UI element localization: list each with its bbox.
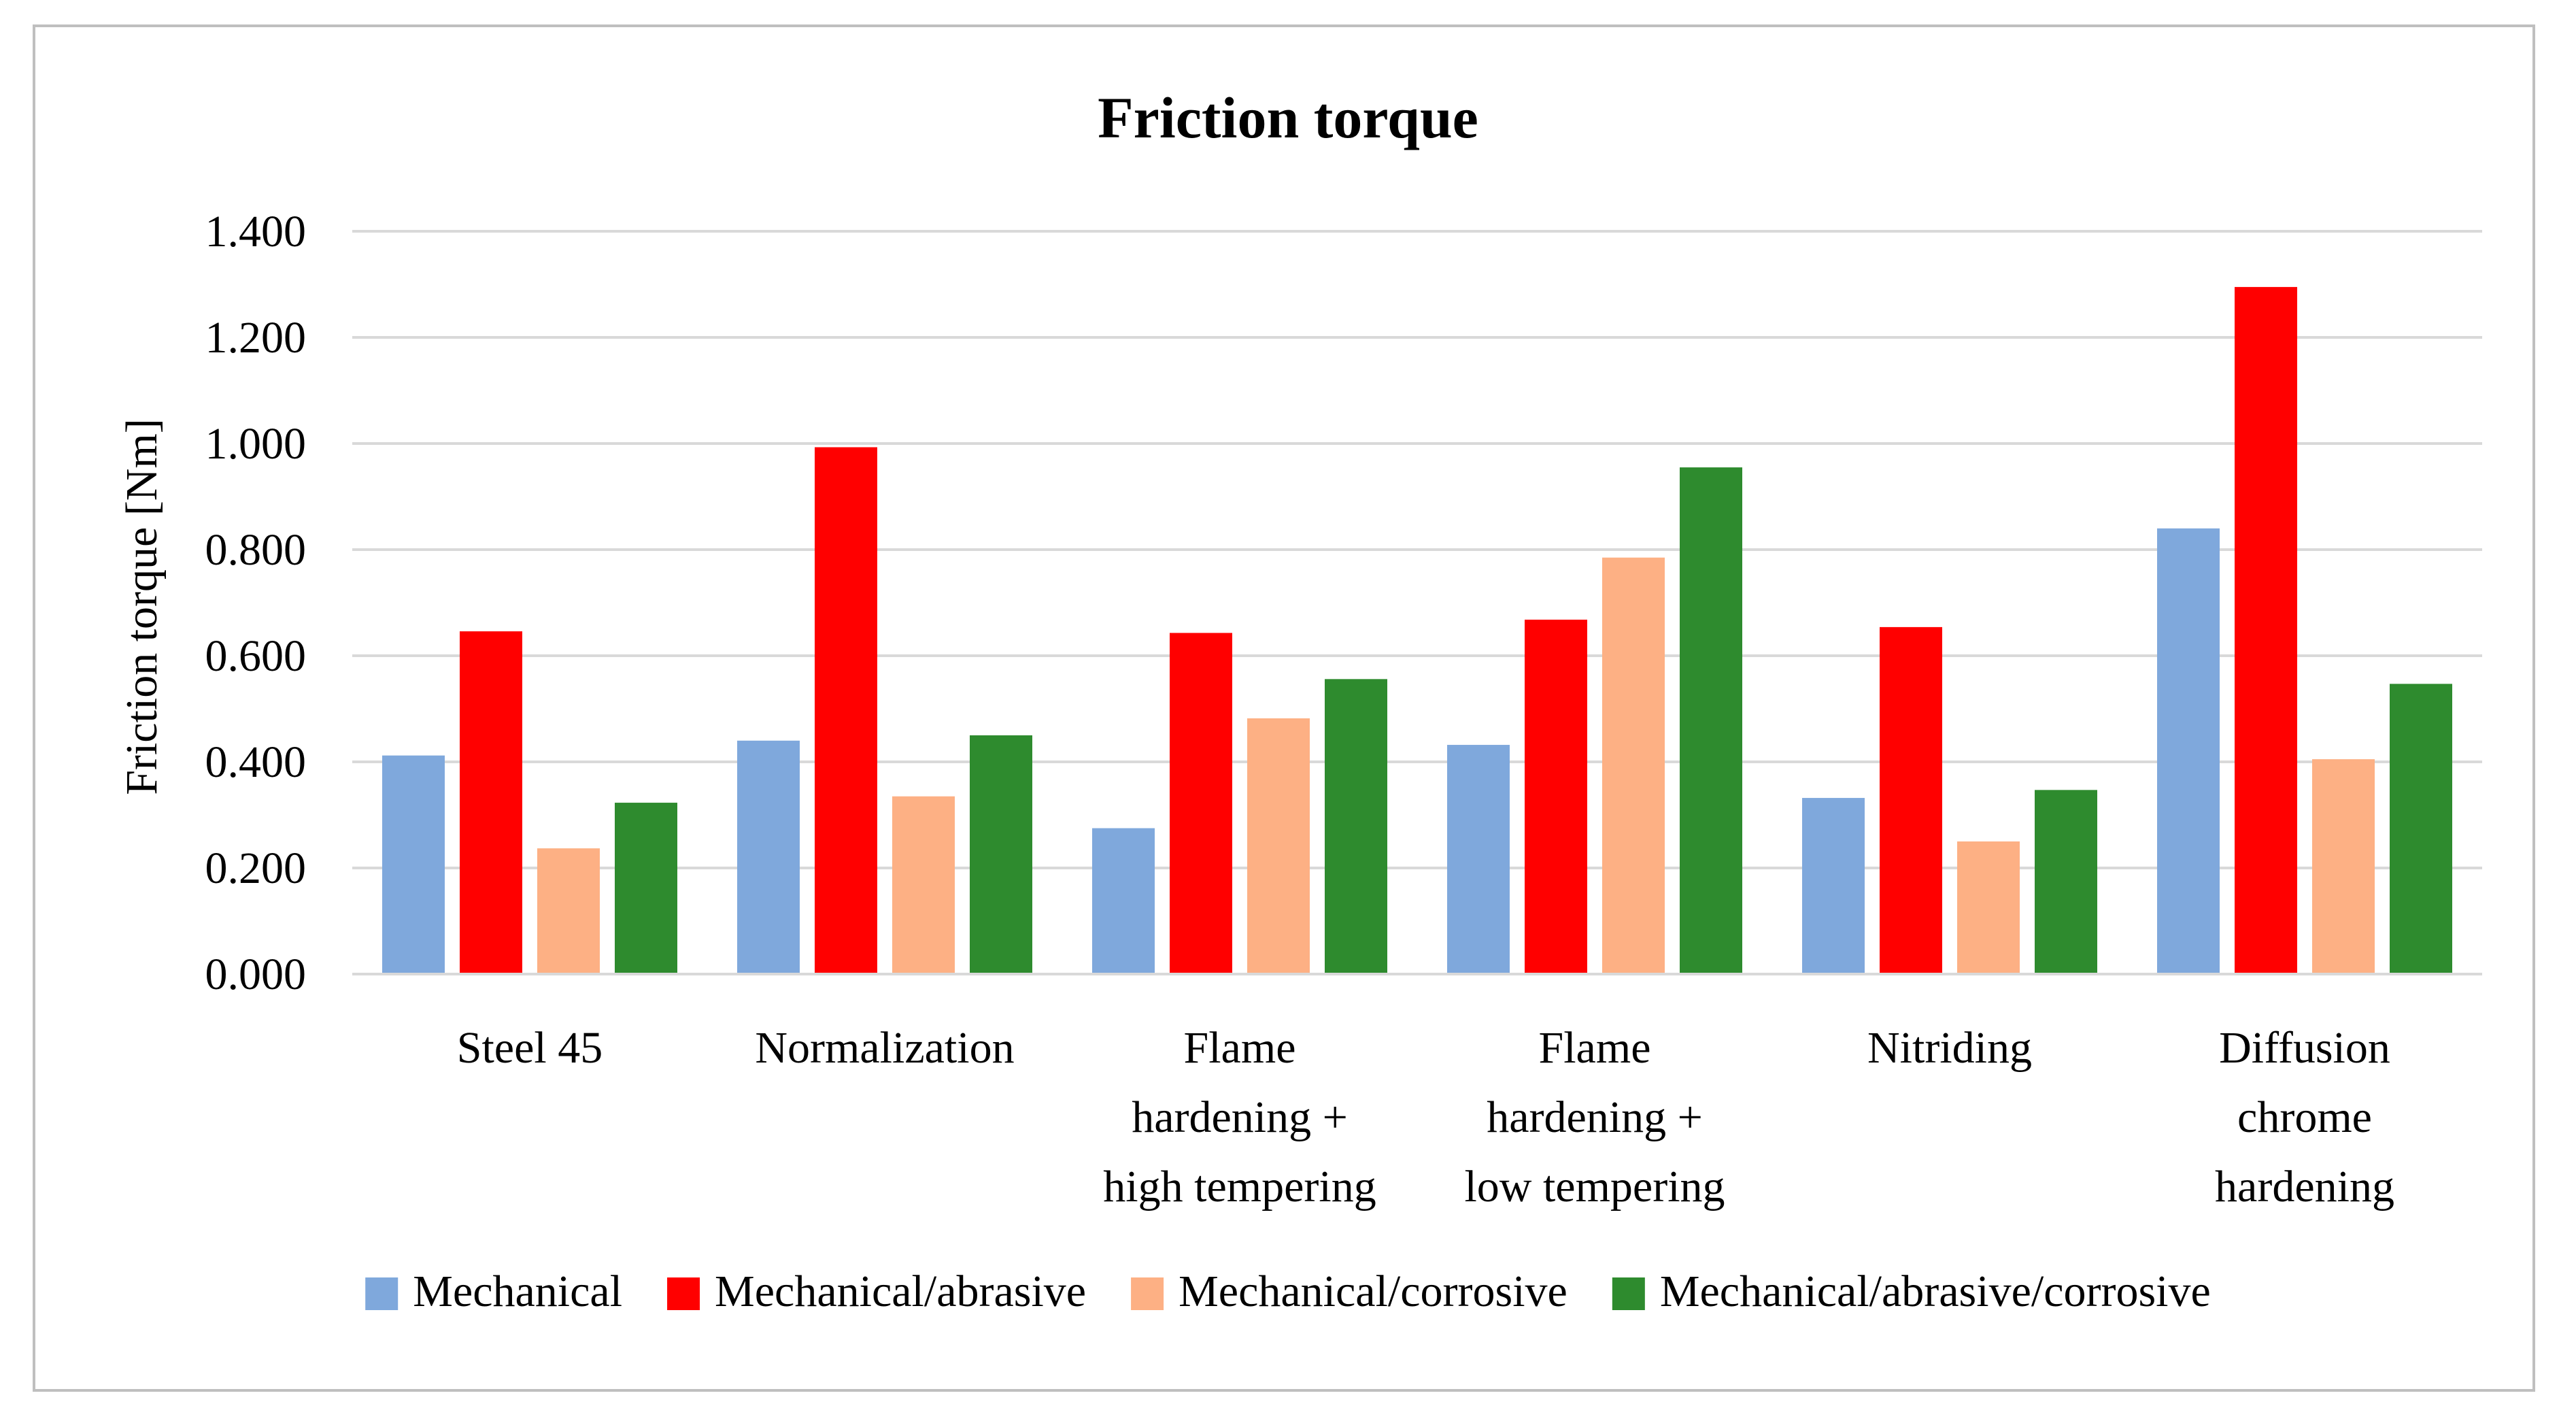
- x-category-label: Normalization: [755, 1023, 1014, 1073]
- bar: [1447, 745, 1510, 974]
- y-tick-label: 0.800: [205, 525, 307, 575]
- x-category-label: Nitriding: [1867, 1023, 2032, 1073]
- x-category-label: Diffusion chrome hardening: [2215, 1023, 2394, 1211]
- x-category-label: Flame hardening + high tempering: [1103, 1023, 1376, 1211]
- x-category-label: Steel 45: [457, 1023, 603, 1073]
- bar: [1525, 619, 1587, 974]
- legend-swatch: [1131, 1277, 1164, 1310]
- bar: [1602, 557, 1665, 974]
- y-tick-label: 1.000: [205, 419, 307, 469]
- bar: [460, 631, 522, 974]
- x-category-label: Flame hardening + low tempering: [1464, 1023, 1725, 1211]
- bar: [1247, 718, 1310, 974]
- gridlines: [352, 230, 2482, 869]
- bar: [1680, 467, 1742, 974]
- bar: [970, 735, 1032, 974]
- bar: [2312, 759, 2375, 974]
- y-tick-label: 1.400: [205, 207, 307, 256]
- legend-item: Mechanical/abrasive/corrosive: [1612, 1267, 2211, 1316]
- bar: [2390, 684, 2452, 974]
- legend: Mechanical Mechanical/abrasive Mechanical/…: [365, 1267, 2211, 1316]
- bar: [1802, 798, 1865, 974]
- bar: [1880, 626, 1942, 974]
- legend-item: Mechanical/corrosive: [1131, 1267, 1567, 1316]
- y-tick-label: 0.600: [205, 631, 307, 681]
- chart-title: Friction torque: [1098, 85, 1478, 150]
- legend-label: Mechanical/abrasive/corrosive: [1660, 1267, 2211, 1316]
- y-tick-label: 0.200: [205, 843, 307, 893]
- bar: [737, 740, 800, 974]
- bar: [1957, 841, 2020, 974]
- legend-swatch: [1612, 1277, 1645, 1310]
- legend-swatch: [667, 1277, 700, 1310]
- bar: [2035, 790, 2097, 974]
- chart-frame: [33, 24, 2535, 1392]
- legend-label: Mechanical/abrasive: [715, 1267, 1086, 1316]
- bar: [1325, 679, 1387, 974]
- bar: [2235, 286, 2297, 974]
- bar: [615, 803, 677, 974]
- bar: [815, 447, 877, 974]
- bar: [2157, 528, 2220, 974]
- y-tick-label: 0.400: [205, 737, 307, 787]
- y-tick-label: 1.200: [205, 313, 307, 363]
- bar: [537, 848, 600, 974]
- y-axis-label: Friction torque [Nm]: [117, 418, 167, 795]
- legend-item: Mechanical/abrasive: [667, 1267, 1086, 1316]
- bar: [1092, 828, 1155, 974]
- bars: [382, 286, 2452, 974]
- legend-label: Mechanical/corrosive: [1179, 1267, 1567, 1316]
- bar: [892, 796, 955, 974]
- x-axis-categories: Steel 45 Normalization Flame hardening + hig…: [457, 1023, 2394, 1211]
- y-tick-label: 0.000: [205, 950, 307, 999]
- legend-label: Mechanical: [413, 1267, 622, 1316]
- legend-swatch: [365, 1277, 399, 1310]
- legend-item: Mechanical: [365, 1267, 622, 1316]
- bar: [382, 755, 445, 974]
- y-axis-ticks: 0.000 0.200 0.400 0.600 0.800 1.000 1.200 1.400: [205, 207, 307, 999]
- bar: [1170, 633, 1232, 974]
